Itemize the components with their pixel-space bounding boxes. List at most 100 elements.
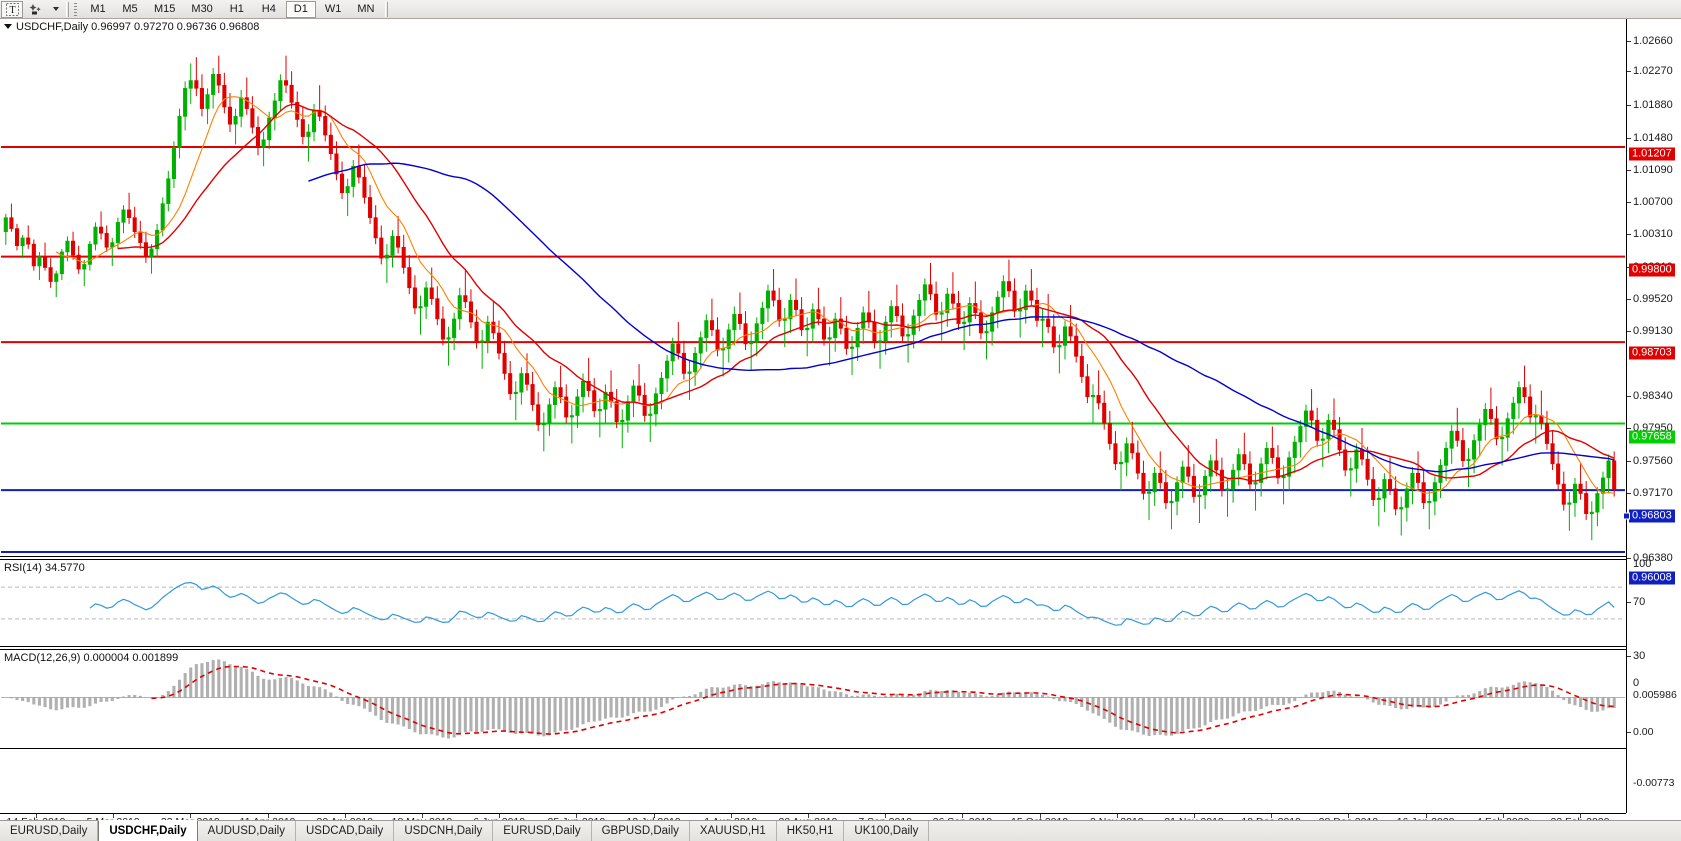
price-axis-label: 1.00700 (1633, 196, 1673, 208)
timeframe-h4[interactable]: H4 (261, 3, 276, 15)
axis-tick (1627, 170, 1631, 171)
price-level-tag-resistance-2[interactable]: 0.99800 (1629, 263, 1675, 277)
price-axis[interactable]: 1.02660 1.02270 1.01880 1.01480 1.01090 1.007… (1623, 19, 1681, 813)
price-axis-label: 1.00310 (1633, 228, 1673, 240)
price-axis-label: 0.99520 (1633, 293, 1673, 305)
price-candles-svg (1, 55, 1625, 554)
text-tool-button[interactable]: T (1, 0, 23, 18)
date-tick (1580, 814, 1581, 818)
date-tick (1502, 814, 1504, 818)
timeframe-h1[interactable]: H1 (229, 3, 244, 15)
macd-signal-line (151, 665, 1615, 735)
price-axis-label: 1.01880 (1633, 99, 1673, 111)
date-tick (422, 814, 423, 818)
rsi-plot-area[interactable] (1, 560, 1625, 646)
price-axis-label: 1.01480 (1633, 132, 1673, 144)
axis-tick (1627, 493, 1631, 494)
main-toolbar: T M1 M5 M15 M30 H1 H4 D1 W1 MN (0, 0, 1681, 19)
collapse-icon[interactable] (4, 23, 12, 29)
price-level-tag-resistance-1[interactable]: 1.01207 (1629, 147, 1675, 161)
price-pane-header: USDCHF,Daily 0.96997 0.97270 0.96736 0.9… (4, 21, 259, 33)
timeframe-m15[interactable]: M15 (154, 3, 176, 15)
axis-tick (1627, 202, 1631, 203)
price-level-tag-support-blue[interactable]: 0.96803 (1629, 509, 1675, 523)
chart-tab-gbpusd-daily[interactable]: GBPUSD,Daily (591, 821, 690, 841)
toolbar-separator-2 (385, 1, 389, 17)
macd-pane[interactable]: MACD(12,26,9) 0.000004 0.001899 (0, 649, 1626, 749)
ma-mid-line (117, 103, 1615, 482)
timeframe-mn[interactable]: MN (357, 3, 375, 15)
ma-fast-line (55, 96, 1615, 494)
date-tick (499, 814, 501, 818)
chart-tab-hk50-h1[interactable]: HK50,H1 (776, 821, 845, 841)
chart-tab-eurusd-daily[interactable]: EURUSD,Daily (493, 821, 592, 841)
axis-tick (1627, 71, 1631, 72)
chart-tabs-bar: EURUSD,Daily USDCHF,Daily AUDUSD,Daily USDC… (0, 820, 1681, 841)
timeframe-w1[interactable]: W1 (324, 3, 342, 15)
price-chart-pane[interactable]: USDCHF,Daily 0.96997 0.97270 0.96736 0.9… (0, 19, 1626, 557)
templates-button[interactable] (25, 1, 47, 18)
macd-histogram-bars (9, 659, 1616, 739)
bullish-candles (3, 63, 1611, 541)
chart-tab-usdchf-daily[interactable]: USDCHF,Daily (98, 820, 198, 841)
svg-text:T: T (9, 5, 15, 16)
price-axis-label: 0.97170 (1633, 487, 1673, 499)
chart-tab-usdcad-daily[interactable]: USDCAD,Daily (295, 821, 395, 841)
macd-axis-label: 0.00 (1633, 726, 1654, 738)
date-tick (885, 814, 887, 818)
timeframe-m1[interactable]: M1 (90, 3, 106, 15)
chart-tab-audusd-daily[interactable]: AUDUSD,Daily (197, 821, 296, 841)
rsi-pane-header: RSI(14) 34.5770 (4, 562, 85, 574)
price-pane-header-text: USDCHF,Daily 0.96997 0.97270 0.96736 0.9… (16, 21, 260, 33)
date-tick (576, 814, 578, 818)
price-level-tag-resistance-3[interactable]: 0.98703 (1629, 346, 1675, 360)
chart-tab-eurusd-daily[interactable]: EURUSD,Daily (0, 821, 99, 841)
rsi-axis-label: 30 (1633, 650, 1646, 662)
date-tick (1425, 814, 1427, 818)
macd-axis-label: 0.005986 (1633, 689, 1677, 701)
axis-tick (1627, 299, 1631, 300)
axis-tick (1627, 558, 1631, 559)
rsi-axis-label: 0 (1633, 677, 1640, 689)
chart-tab-uk100-daily[interactable]: UK100,Daily (844, 821, 930, 841)
timeframe-d1[interactable]: D1 (285, 0, 316, 18)
axis-tick (1627, 105, 1631, 106)
ma-slow-line (308, 162, 1615, 473)
macd-plot-area[interactable] (1, 650, 1625, 748)
date-tick (190, 814, 192, 818)
chart-tab-xauusd-h1[interactable]: XAUUSD,H1 (689, 821, 777, 841)
price-plot-area[interactable] (1, 19, 1625, 555)
date-tick (267, 814, 269, 818)
date-tick (1116, 814, 1118, 818)
chart-tab-usdcnh-daily[interactable]: USDCNH,Daily (394, 821, 494, 841)
rsi-pane[interactable]: RSI(14) 34.5770 (0, 559, 1626, 647)
date-tick (653, 814, 655, 818)
axis-tick (1627, 138, 1631, 139)
axis-tick (1627, 656, 1631, 657)
price-axis-label: 1.02270 (1633, 65, 1673, 77)
toolbar-grip[interactable] (73, 1, 78, 17)
price-level-handle[interactable] (1623, 512, 1630, 520)
date-tick (1348, 814, 1350, 818)
date-tick (1039, 814, 1041, 818)
price-level-tag-support-blue-2[interactable]: 0.96008 (1629, 571, 1675, 585)
date-tick (113, 814, 115, 818)
date-tick (36, 814, 37, 818)
bearish-candles (9, 55, 1617, 520)
price-level-tag-support-green[interactable]: 0.97658 (1629, 430, 1675, 444)
axis-tick (1627, 41, 1631, 42)
templates-icon (29, 3, 41, 14)
axis-tick (1627, 396, 1631, 397)
macd-pane-header: MACD(12,26,9) 0.000004 0.001899 (4, 652, 179, 664)
axis-tick (1627, 331, 1631, 332)
chart-shell: USDCHF,Daily 0.96997 0.97270 0.96736 0.9… (0, 19, 1681, 813)
timeframe-m5[interactable]: M5 (122, 3, 138, 15)
rsi-line (89, 581, 1615, 626)
axis-tick (1627, 602, 1631, 603)
date-tick (1271, 814, 1273, 818)
timeframe-m30[interactable]: M30 (191, 3, 213, 15)
text-tool-icon: T (5, 2, 19, 16)
templates-dropdown-button[interactable] (49, 1, 62, 18)
chevron-down-icon (52, 7, 59, 11)
toolbar-separator (66, 1, 69, 17)
